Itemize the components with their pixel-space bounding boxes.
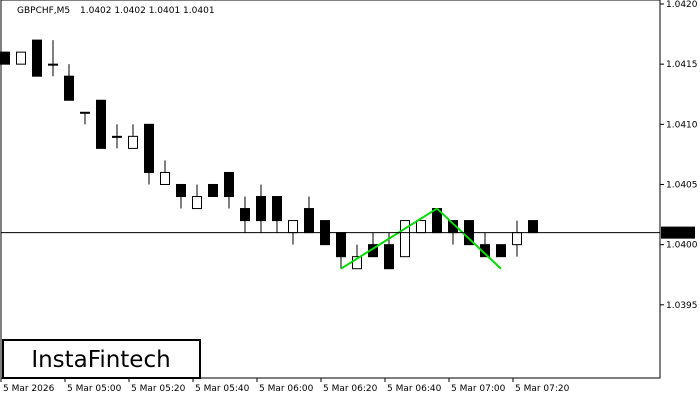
x-tick-label: 5 Mar 07:20 (515, 384, 570, 394)
y-tick-label: 1.0420 (666, 0, 698, 10)
x-axis: 5 Mar 2026 5 Mar 05:00 5 Mar 05:20 5 Mar 05… (0, 378, 570, 394)
candle-body-bear (144, 123, 154, 173)
x-tick-label: 5 Mar 06:20 (323, 384, 378, 394)
y-tick-label: 1.0405 (666, 180, 698, 190)
candle-body-bear (272, 196, 282, 222)
candle (272, 196, 282, 233)
candle-body-bear (240, 208, 250, 222)
candle (96, 99, 106, 149)
candle (224, 171, 234, 209)
plot-frame (0, 0, 661, 379)
candle-body-bear (208, 183, 218, 198)
candle-body-bear (80, 111, 90, 114)
candle-body-bear (384, 244, 394, 270)
candle (32, 39, 42, 77)
x-tick-label: 5 Mar 05:00 (67, 384, 122, 394)
candle (16, 51, 26, 65)
candle-body-bear (304, 208, 314, 234)
candle-body-bear (496, 244, 506, 258)
candle-body-bear (32, 39, 42, 77)
logo-frame (2, 339, 201, 379)
candle (192, 184, 202, 210)
candle-body-bull (128, 135, 138, 149)
x-tick-label: 5 Mar 05:40 (195, 384, 250, 394)
candle (48, 40, 58, 77)
candle (240, 196, 250, 233)
candle-body-bear (112, 135, 122, 138)
candle (64, 64, 74, 101)
x-tick-label: 5 Mar 06:00 (259, 384, 314, 394)
candle-body-bear (336, 232, 346, 258)
y-tick-label: 1.0415 (666, 60, 698, 70)
candle (112, 124, 122, 149)
candle (528, 220, 538, 234)
current-price-tag (661, 226, 695, 239)
candle (80, 111, 90, 125)
candle (176, 183, 186, 209)
pattern-line (436, 207, 502, 270)
candle-body-bull (352, 256, 362, 270)
candle-body-bear (64, 75, 74, 101)
candle (352, 244, 362, 270)
logo-text: InstaFintech (31, 347, 170, 373)
candle-body-bull (512, 232, 522, 246)
y-tick-label: 1.0395 (666, 301, 698, 311)
logo: InstaFintech (2, 339, 201, 379)
candle-body-bull (416, 220, 426, 234)
candle-body-bear (224, 171, 234, 198)
candle-body-bear (528, 220, 538, 234)
candle (416, 220, 426, 234)
ohlc-values: 1.0402 1.0402 1.0401 1.0401 (80, 6, 215, 16)
symbol-name: GBPCHF,M5 (17, 6, 70, 16)
x-tick-label: 5 Mar 2026 (3, 384, 55, 394)
current-price-label: 1.0401 (664, 229, 696, 239)
candle (0, 51, 10, 65)
x-tick-label: 5 Mar 05:20 (131, 384, 186, 394)
candle (496, 244, 506, 258)
candle (256, 184, 266, 233)
x-tick-label: 5 Mar 06:40 (387, 384, 442, 394)
candle-body-bear (0, 51, 10, 65)
candle (400, 220, 410, 258)
y-axis: 1.0420 1.0415 1.0410 1.0405 1.0400 1.0395 (660, 0, 698, 311)
candle (208, 183, 218, 198)
candle-body-bull (16, 51, 26, 65)
candle-body-bear (256, 196, 266, 222)
x-tick-label: 5 Mar 07:00 (451, 384, 506, 394)
candle-body-bear (96, 99, 106, 149)
candle (160, 160, 170, 185)
y-tick-label: 1.0410 (666, 120, 698, 130)
y-tick-label: 1.0400 (666, 241, 698, 251)
candle (144, 123, 154, 185)
double-top-pattern (340, 207, 502, 270)
pattern-line (340, 207, 438, 270)
candle-body-bull (288, 220, 298, 234)
candle (128, 124, 138, 149)
candle-body-bear (176, 183, 186, 198)
candle-body-bull (192, 196, 202, 210)
candle-body-bull (160, 171, 170, 185)
candle-body-bear (48, 63, 58, 66)
candle-body-bull (400, 220, 410, 258)
